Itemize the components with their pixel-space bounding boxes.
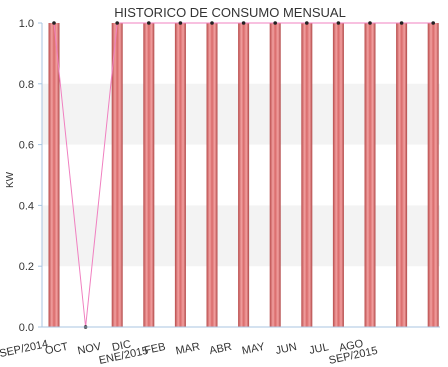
- y-tick-label: 0.6: [19, 140, 34, 152]
- x-tick-label: FEB: [143, 341, 166, 357]
- x-tick-label: DICENE/2015: [96, 335, 150, 367]
- bar: [427, 23, 439, 327]
- y-axis-label: KW: [5, 171, 16, 188]
- x-tick-label: AGOSEP/2015: [326, 335, 379, 367]
- data-point: [399, 21, 404, 25]
- y-tick-label: 0.0: [19, 322, 34, 334]
- y-axis: 0.0 0.2 0.4 0.6 0.8 1.0: [19, 18, 43, 334]
- data-point: [336, 21, 341, 25]
- bar: [332, 23, 344, 327]
- y-tick-label: 0.4: [19, 200, 34, 212]
- y-tick-label: 0.2: [19, 261, 34, 273]
- x-tick-label: NOV: [76, 341, 102, 358]
- bar: [111, 23, 123, 327]
- x-tick-label: MAY: [241, 341, 267, 358]
- bar: [269, 23, 281, 327]
- x-tick-label: OCT: [44, 341, 69, 358]
- data-point: [115, 21, 119, 25]
- x-tick-label: SEP/2014: [0, 338, 49, 360]
- data-point: [368, 21, 372, 25]
- data-point: [431, 21, 436, 25]
- bar: [396, 23, 408, 327]
- bar: [174, 23, 186, 327]
- y-tick-label: 0.8: [19, 79, 34, 91]
- bar: [238, 23, 250, 327]
- bar: [206, 23, 218, 327]
- y-tick-label: 1.0: [19, 18, 34, 30]
- x-tick-label: JUL: [308, 341, 330, 357]
- data-point: [210, 21, 214, 25]
- bar: [364, 23, 376, 327]
- data-point: [273, 21, 278, 25]
- data-point: [241, 21, 246, 25]
- x-tick-label: MAR: [175, 341, 201, 358]
- bar-series: [48, 23, 439, 327]
- bar: [143, 23, 155, 327]
- line-series: [52, 21, 436, 329]
- bar: [48, 23, 60, 327]
- bar: [301, 23, 313, 327]
- data-point: [305, 21, 309, 25]
- data-point: [147, 21, 151, 25]
- data-point: [178, 21, 183, 25]
- x-tick-label: JUN: [274, 341, 297, 357]
- x-tick-label: ABR: [208, 341, 233, 357]
- chart-title: HISTORICO DE CONSUMO MENSUAL: [114, 5, 346, 20]
- data-point: [52, 21, 56, 25]
